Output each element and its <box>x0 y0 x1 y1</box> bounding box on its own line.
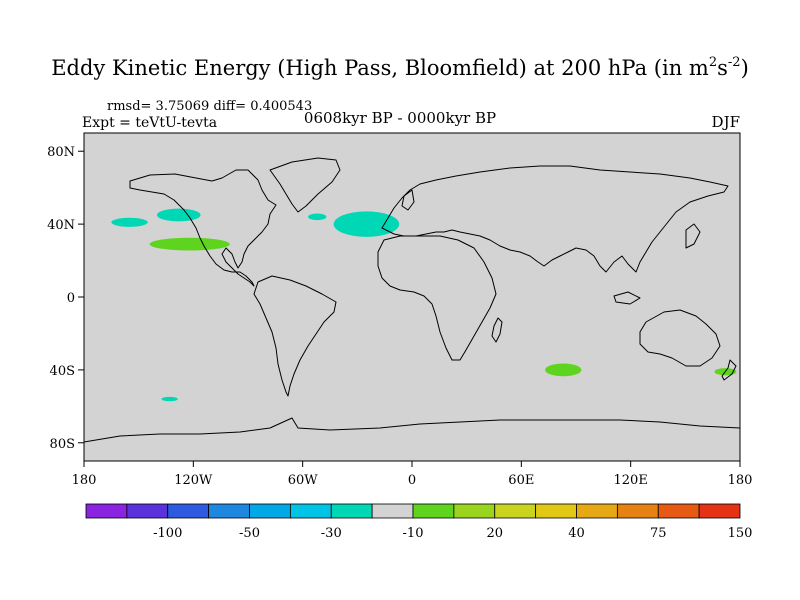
colorbar-label: -100 <box>153 526 182 541</box>
period-label: 0608kyr BP - 0000kyr BP <box>303 109 497 127</box>
lat-tick-label: 80S <box>50 437 75 452</box>
colorbar-label: -50 <box>239 526 260 541</box>
colorbar-box <box>208 503 250 519</box>
coast-south-america <box>253 275 337 397</box>
lon-tick-label: 120E <box>614 473 648 488</box>
colorbar-box <box>657 503 700 519</box>
title-main: Eddy Kinetic Energy (High Pass, Bloomfie… <box>51 56 709 80</box>
anomaly-patch-south-pacific-small <box>161 396 178 402</box>
coastlines <box>83 157 741 443</box>
anomaly-patch-north-pacific-west <box>111 217 148 227</box>
coast-new-zealand <box>721 359 737 381</box>
coast-japan <box>685 223 701 249</box>
lat-tick-label: 0 <box>67 291 75 306</box>
lon-tick-label: 0 <box>408 473 416 488</box>
anomaly-patches <box>111 208 737 402</box>
colorbar-box <box>616 503 659 519</box>
title-unit-s: s <box>717 56 728 80</box>
colorbar-box <box>535 503 577 519</box>
colorbar-label: 150 <box>728 526 753 541</box>
lat-tick-label: 80N <box>47 145 75 160</box>
colorbar: -100 -50 -30 -10 20 40 75 150 <box>85 503 753 541</box>
coast-greenland <box>269 157 341 213</box>
colorbar-box <box>371 503 414 519</box>
anomaly-patch-south-indian <box>545 363 582 377</box>
colorbar-box <box>330 503 373 519</box>
anomaly-patch-north-atlantic-west <box>308 213 327 221</box>
lat-tick-label: 40S <box>50 364 75 379</box>
axis-ticks: 80N 40N 0 40S 80S 180 120W 60W 0 60E 120E 180 <box>47 145 752 488</box>
coast-africa <box>377 235 497 361</box>
colorbar-box <box>126 503 169 519</box>
anomaly-patch-north-atlantic-east <box>333 211 400 237</box>
colorbar-label: 75 <box>650 526 667 541</box>
coast-eurasia <box>381 165 729 273</box>
title-exponent-2: -2 <box>727 55 741 70</box>
lon-tick-label: 60W <box>288 473 319 488</box>
coast-antarctica <box>83 417 741 443</box>
stats-text: rmsd= 3.75069 diff= 0.400543 <box>107 99 313 114</box>
lon-tick-label: 60E <box>508 473 534 488</box>
colorbar-box <box>85 503 128 519</box>
title-end: ) <box>740 56 749 80</box>
colorbar-label: -30 <box>321 526 342 541</box>
colorbar-box <box>576 503 618 519</box>
experiment-label: Expt = teVtU-tevta <box>82 115 218 131</box>
season-label: DJF <box>711 113 740 131</box>
figure-title: Eddy Kinetic Energy (High Pass, Bloomfie… <box>0 56 800 80</box>
lat-tick-label: 40N <box>47 218 75 233</box>
colorbar-label: 20 <box>486 526 503 541</box>
colorbar-label: 40 <box>568 526 585 541</box>
colorbar-box <box>289 503 332 519</box>
colorbar-box <box>167 503 210 519</box>
colorbar-label: -10 <box>403 526 424 541</box>
anomaly-patch-north-pacific-subtropic <box>149 237 230 251</box>
coast-uk <box>401 189 415 211</box>
colorbar-box <box>494 503 537 519</box>
coast-indonesia <box>613 291 641 305</box>
colorbar-box <box>412 503 455 519</box>
coast-north-america <box>129 169 277 287</box>
colorbar-box <box>698 503 741 519</box>
map-ocean-background <box>84 133 740 461</box>
lon-tick-label: 120W <box>174 473 213 488</box>
anomaly-patch-north-pacific-central <box>156 208 201 222</box>
colorbar-box <box>453 503 496 519</box>
coast-madagascar <box>491 317 503 343</box>
lon-tick-label: 180 <box>72 473 97 488</box>
colorbar-box <box>249 503 291 519</box>
coast-australia <box>639 309 721 367</box>
lon-tick-label: 180 <box>728 473 753 488</box>
title-exponent-1: 2 <box>708 55 718 70</box>
